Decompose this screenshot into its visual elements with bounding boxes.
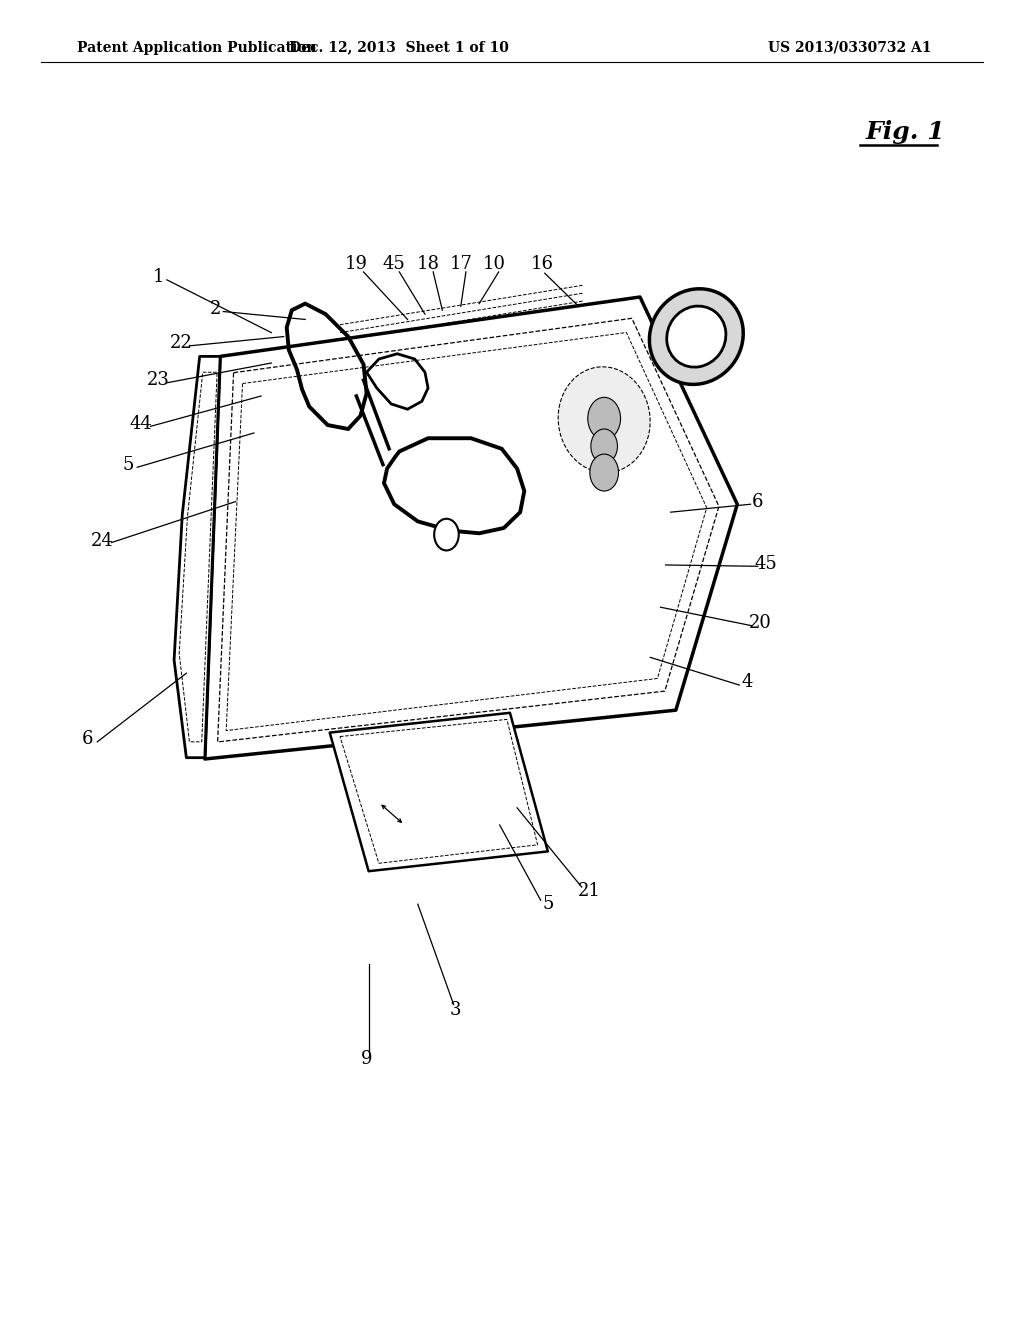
- Text: 22: 22: [170, 334, 193, 352]
- Text: 5: 5: [542, 895, 554, 913]
- Text: 1: 1: [153, 268, 165, 286]
- Text: 17: 17: [450, 255, 472, 273]
- Text: 9: 9: [360, 1049, 373, 1068]
- Ellipse shape: [649, 289, 743, 384]
- Text: 20: 20: [749, 614, 771, 632]
- Text: 3: 3: [450, 1001, 462, 1019]
- Ellipse shape: [558, 367, 650, 473]
- Text: 10: 10: [483, 255, 506, 273]
- Text: 18: 18: [417, 255, 439, 273]
- Text: 4: 4: [741, 673, 754, 692]
- Text: Patent Application Publication: Patent Application Publication: [77, 41, 316, 54]
- Text: Dec. 12, 2013  Sheet 1 of 10: Dec. 12, 2013 Sheet 1 of 10: [290, 41, 509, 54]
- Circle shape: [590, 454, 618, 491]
- Text: Fig. 1: Fig. 1: [865, 120, 945, 144]
- Text: 16: 16: [531, 255, 554, 273]
- Text: 44: 44: [130, 414, 153, 433]
- Ellipse shape: [667, 306, 726, 367]
- Text: 2: 2: [209, 300, 221, 318]
- Polygon shape: [330, 713, 548, 871]
- Polygon shape: [174, 356, 220, 758]
- Polygon shape: [205, 297, 737, 759]
- Text: 6: 6: [752, 492, 764, 511]
- Text: US 2013/0330732 A1: US 2013/0330732 A1: [768, 41, 932, 54]
- Circle shape: [588, 397, 621, 440]
- Circle shape: [591, 429, 617, 463]
- Text: 5: 5: [122, 455, 134, 474]
- Text: 23: 23: [147, 371, 170, 389]
- Circle shape: [434, 519, 459, 550]
- Text: 21: 21: [578, 882, 600, 900]
- Text: 6: 6: [81, 730, 93, 748]
- Text: 24: 24: [91, 532, 114, 550]
- Text: 45: 45: [755, 554, 777, 573]
- Text: 19: 19: [345, 255, 368, 273]
- Text: 45: 45: [383, 255, 406, 273]
